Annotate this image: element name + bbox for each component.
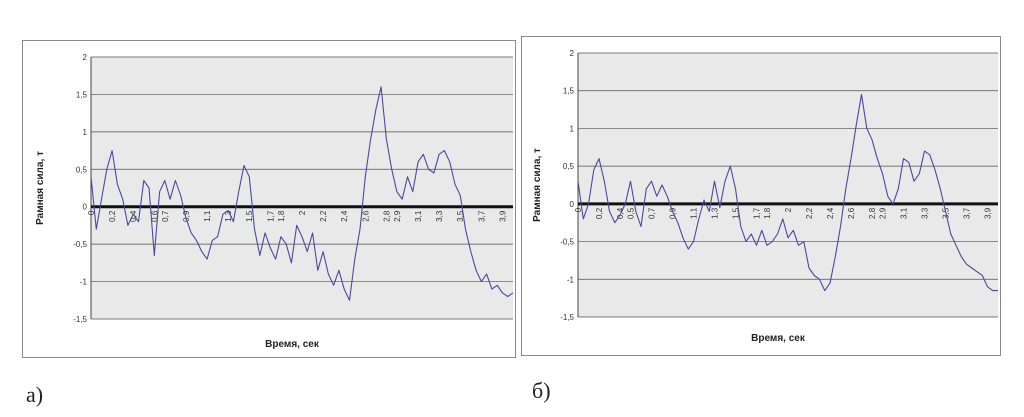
y-tick-label-a-5: 1 xyxy=(83,128,88,137)
x-tick-label-b-6: 1,1 xyxy=(690,207,699,219)
x-tick-label-b-9: 1,7 xyxy=(753,207,762,219)
y-tick-label-b-4: 0,5 xyxy=(563,162,575,171)
x-tick-label-a-2: 0,4 xyxy=(129,210,138,222)
x-tick-label-b-8: 1,5 xyxy=(732,207,741,219)
x-tick-label-a-16: 2,9 xyxy=(393,210,402,222)
x-tick-label-b-17: 3,1 xyxy=(900,207,909,219)
x-tick-label-a-13: 2,4 xyxy=(340,210,349,222)
x-axis-title-b: Время, сек xyxy=(751,333,806,344)
x-tick-label-b-13: 2,4 xyxy=(826,207,835,219)
y-tick-label-a-4: 0,5 xyxy=(76,165,88,174)
x-tick-label-a-8: 1,5 xyxy=(245,210,254,222)
x-tick-label-b-7: 1,3 xyxy=(711,207,720,219)
x-tick-label-a-11: 2 xyxy=(298,210,307,215)
series-line-b-0 xyxy=(577,93,998,292)
chart-panel-b: -1,5 -1 -0,5 0 0,5 1 1,5 2 0 0,2 0,4 0,5 0,7 0,9 1,1 1,… xyxy=(521,36,1001,356)
x-tick-label-a-10: 1,8 xyxy=(277,210,286,222)
x-tick-label-a-12: 2,2 xyxy=(319,210,328,222)
x-tick-label-a-0: 0 xyxy=(87,210,96,215)
chart-svg-a: -1,5 -1 -0,5 0 0,5 1 1,5 2 0 0,2 0,4 0,6 0,7 0,9 1,1 1,… xyxy=(35,53,514,350)
chart-svg-b: -1,5-1-0,500,511,520 0,2 0,4 0,5 0,7 0,9 1,1 1,… xyxy=(532,49,998,344)
y-tick-label-b-5: 1 xyxy=(570,124,575,133)
y-tick-label-a-7: 2 xyxy=(83,53,88,62)
x-tick-label-b-3: 0,5 xyxy=(627,207,636,219)
y-axis-title-a: Рамная сила, т xyxy=(35,151,46,225)
x-tick-label-b-16: 2,9 xyxy=(879,207,888,219)
x-tick-label-a-7: 1,3 xyxy=(224,210,233,222)
plot-area-b xyxy=(578,53,998,317)
x-tick-label-b-10: 1,8 xyxy=(763,207,772,219)
y-axis-title-b: Рамная сила, т xyxy=(532,148,543,222)
x-tick-label-b-15: 2,8 xyxy=(868,207,877,219)
x-tick-label-a-21: 3,9 xyxy=(498,210,507,222)
x-tick-label-a-17: 3,1 xyxy=(414,210,423,222)
x-tick-label-a-14: 2,6 xyxy=(361,210,370,222)
y-tick-label-b-0: -1,5 xyxy=(560,313,574,322)
x-tick-label-b-12: 2,2 xyxy=(805,207,814,219)
y-tick-label-b-1: -1 xyxy=(567,275,575,284)
series-line-a-0 xyxy=(90,86,514,301)
y-tick-label-a-2: -0,5 xyxy=(73,240,87,249)
y-tick-label-a-6: 1,5 xyxy=(76,90,88,99)
x-tick-label-a-1: 0,2 xyxy=(108,210,117,222)
y-tick-label-b-6: 1,5 xyxy=(563,87,575,96)
x-tick-label-a-3: 0,6 xyxy=(150,210,159,222)
y-tick-label-b-7: 2 xyxy=(570,49,575,58)
x-tick-label-b-1: 0,2 xyxy=(595,207,604,219)
caption-a: а) xyxy=(26,382,44,407)
y-tick-label-a-1: -1 xyxy=(80,278,88,287)
x-tick-label-a-19: 3,5 xyxy=(456,210,465,222)
plot-area-a xyxy=(91,57,513,319)
x-tick-label-b-0: 0 xyxy=(574,207,583,212)
x-tick-label-b-4: 0,7 xyxy=(648,207,657,219)
y-tick-label-a-3: 0 xyxy=(83,203,88,212)
x-tick-label-a-6: 1,1 xyxy=(203,210,212,222)
x-tick-label-a-18: 3,3 xyxy=(435,210,444,222)
x-tick-label-a-9: 1,7 xyxy=(266,210,275,222)
caption-b: б) xyxy=(532,378,551,403)
x-tick-label-a-20: 3,7 xyxy=(477,210,486,222)
y-tick-label-a-0: -1,5 xyxy=(73,315,87,324)
x-tick-label-b-11: 2 xyxy=(784,207,793,212)
x-tick-label-a-5: 0,9 xyxy=(182,210,191,222)
x-tick-label-a-4: 0,7 xyxy=(161,210,170,222)
x-tick-label-b-14: 2,6 xyxy=(847,207,856,219)
x-tick-label-a-15: 2,8 xyxy=(382,210,391,222)
y-tick-label-b-3: 0 xyxy=(570,200,575,209)
x-axis-title-a: Время, сек xyxy=(265,339,320,350)
x-tick-label-b-21: 3,9 xyxy=(984,207,993,219)
x-tick-label-b-20: 3,7 xyxy=(963,207,972,219)
chart-panel-a: -1,5 -1 -0,5 0 0,5 1 1,5 2 0 0,2 0,4 0,6 0,7 0,9 1,1 1,… xyxy=(22,40,516,358)
y-tick-label-b-2: -0,5 xyxy=(560,238,574,247)
x-tick-label-b-18: 3,3 xyxy=(921,207,930,219)
